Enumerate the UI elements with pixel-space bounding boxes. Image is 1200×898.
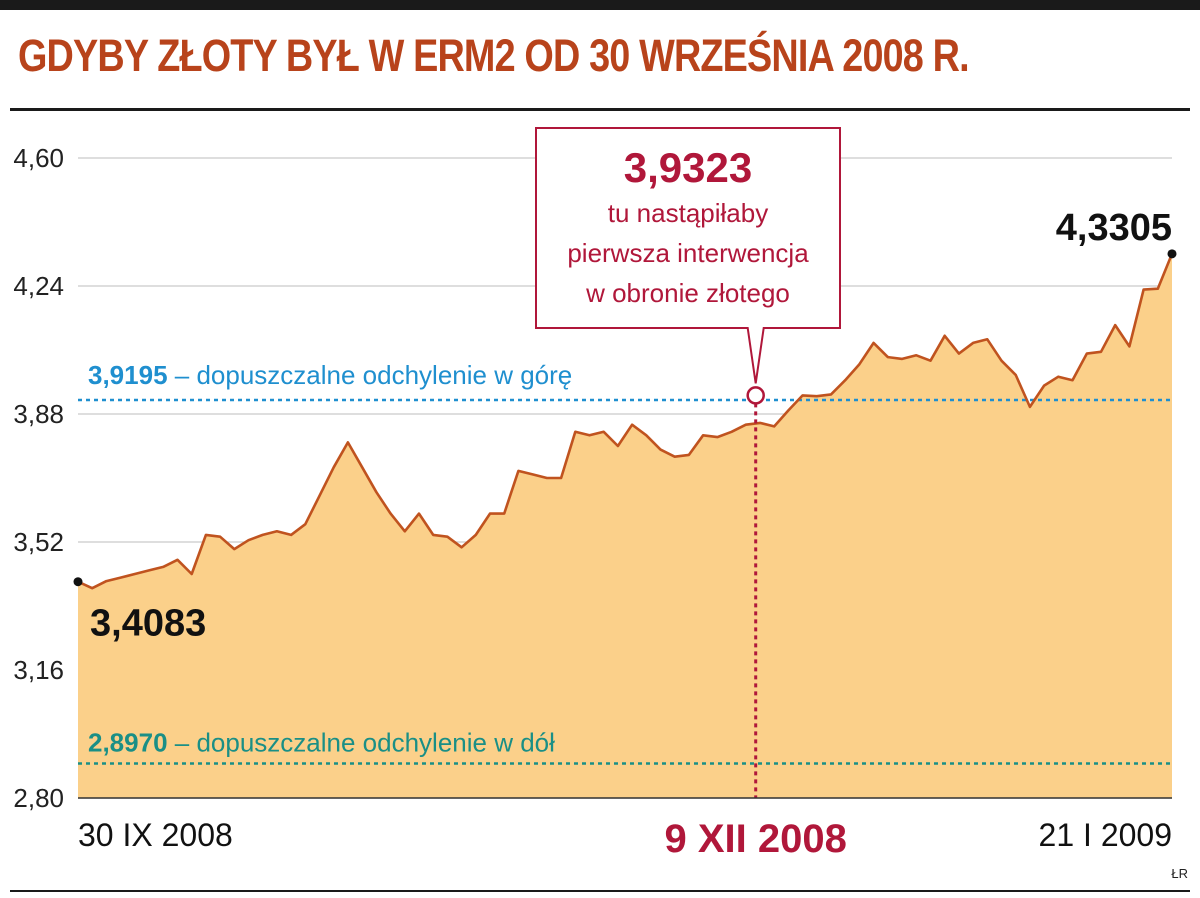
lower-band-label: 2,8970 – dopuszczalne odchylenie w dół — [88, 728, 555, 758]
bottom-rule — [10, 890, 1190, 892]
callout-box — [535, 127, 841, 384]
end-value-label: 4,3305 — [1056, 207, 1172, 249]
exchange-rate-area — [78, 253, 1172, 799]
y-tick-label: 3,88 — [13, 399, 64, 429]
reference-lines — [78, 398, 1172, 765]
x-label-start: 30 IX 2008 — [78, 817, 233, 853]
upper-band-label: 3,9195 – dopuszczalne odchylenie w górę — [88, 360, 572, 390]
upper-band-value: 3,9195 — [88, 360, 168, 390]
lower-band-value: 2,8970 — [88, 728, 168, 758]
exchange-rate-line — [77, 253, 1174, 590]
y-tick-label: 3,16 — [13, 655, 64, 685]
highlight-point — [746, 386, 765, 405]
callout-line-2: pierwsza interwencja — [567, 238, 809, 268]
x-label-highlight: 9 XII 2008 — [665, 817, 847, 861]
end-point — [1167, 249, 1177, 259]
upper-band-text: – dopuszczalne odchylenie w górę — [168, 360, 573, 390]
lower-band-text: – dopuszczalne odchylenie w dół — [168, 728, 556, 758]
y-axis: 2,80 3,16 3,52 3,88 4,24 4,60 — [13, 143, 64, 813]
start-value-label: 3,4083 — [90, 603, 206, 645]
y-tick-label: 4,24 — [13, 271, 64, 301]
chart-title: GDYBY ZŁOTY BYŁ W ERM2 OD 30 WRZEŚNIA 20… — [18, 30, 970, 81]
y-tick-label: 4,60 — [13, 143, 64, 173]
start-point — [73, 577, 83, 587]
y-tick-label: 2,80 — [13, 783, 64, 813]
title-rule — [10, 108, 1190, 111]
x-label-end: 21 I 2009 — [1039, 817, 1172, 853]
callout-line-1: tu nastąpiłaby — [608, 198, 768, 228]
top-bar — [0, 0, 1200, 10]
callout-line-3: w obronie złotego — [585, 278, 790, 308]
y-tick-label: 3,52 — [13, 527, 64, 557]
credit: ŁR — [1171, 866, 1188, 881]
callout-value: 3,9323 — [624, 144, 752, 191]
highlight-callout: 3,9323 tu nastąpiłaby pierwsza interwenc… — [535, 127, 841, 384]
